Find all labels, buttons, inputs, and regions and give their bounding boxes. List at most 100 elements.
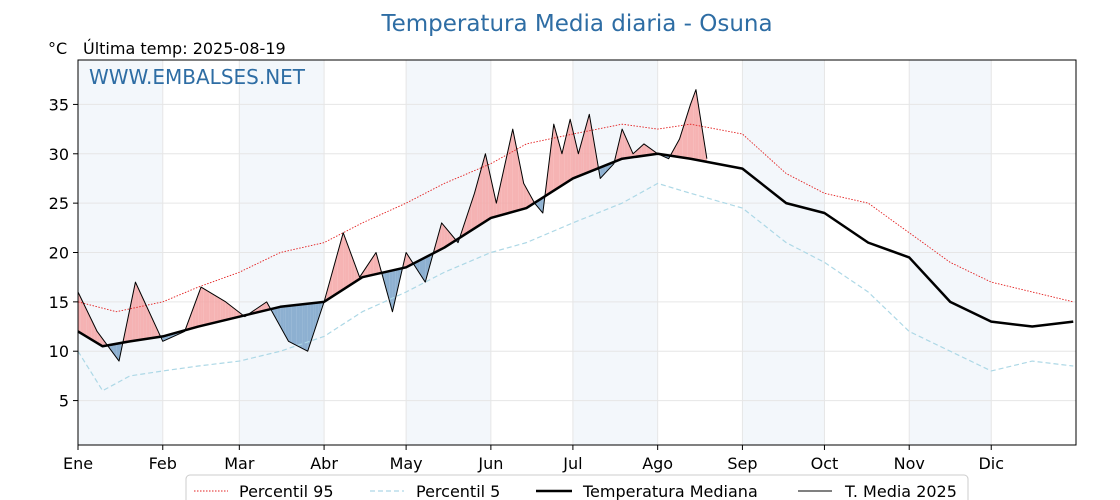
warm-anomaly-fill xyxy=(88,314,92,340)
warm-anomaly-fill xyxy=(477,173,480,227)
series-lines xyxy=(77,89,1074,392)
cold-anomaly-fill xyxy=(274,307,278,322)
warm-anomaly-fill xyxy=(592,130,595,171)
x-tick-label: Jun xyxy=(477,454,503,473)
warm-anomaly-fill xyxy=(466,209,469,234)
warm-anomaly-fill xyxy=(572,130,576,179)
y-tick-label: 15 xyxy=(49,293,69,312)
warm-anomaly-fill xyxy=(209,291,212,324)
warm-anomaly-fill xyxy=(690,97,694,160)
cold-anomaly-fill xyxy=(315,302,319,327)
warm-anomaly-fill xyxy=(674,143,677,157)
warm-anomaly-fill xyxy=(441,222,445,249)
cold-anomaly-fill xyxy=(422,257,426,283)
warm-anomaly-fill xyxy=(504,153,508,215)
cold-anomaly-fill xyxy=(291,305,295,345)
warm-anomaly-fill xyxy=(211,293,215,324)
legend-label-p95: Percentil 95 xyxy=(239,482,334,500)
warm-anomaly-fill xyxy=(518,156,521,211)
warm-anomaly-fill xyxy=(693,89,696,160)
cold-anomaly-fill xyxy=(427,254,431,273)
grid-lines xyxy=(77,60,1076,445)
warm-anomaly-fill xyxy=(222,300,226,321)
warm-anomaly-fill xyxy=(548,146,552,195)
warm-anomaly-fill xyxy=(682,121,686,158)
warm-anomaly-fill xyxy=(583,124,587,175)
x-tick-label: Abr xyxy=(310,454,338,473)
warm-anomaly-fill xyxy=(586,114,590,173)
x-tick-label: May xyxy=(390,454,423,473)
warm-anomaly-fill xyxy=(154,323,158,338)
warm-anomaly-fill xyxy=(195,294,199,328)
y-tick-label: 35 xyxy=(49,95,69,114)
cold-anomaly-fill xyxy=(116,343,120,362)
warm-anomaly-fill xyxy=(335,252,338,295)
cold-anomaly-fill xyxy=(285,305,289,342)
cold-anomaly-fill xyxy=(304,303,308,352)
cold-anomaly-fill xyxy=(294,304,297,346)
legend-box xyxy=(185,474,969,500)
warm-anomaly-fill xyxy=(512,129,516,212)
cold-anomaly-fill xyxy=(384,271,387,292)
warm-anomaly-fill xyxy=(190,309,193,329)
warm-anomaly-fill xyxy=(83,303,87,337)
cold-anomaly-fill xyxy=(318,302,322,319)
cold-anomaly-fill xyxy=(277,306,281,327)
warm-anomaly-fill xyxy=(695,89,699,161)
warm-anomaly-fill xyxy=(496,190,500,217)
warm-anomaly-fill xyxy=(326,282,330,301)
warm-anomaly-fill xyxy=(485,153,489,222)
warm-anomaly-fill xyxy=(493,190,497,218)
warm-anomaly-fill xyxy=(80,297,84,335)
warm-anomaly-fill xyxy=(507,141,511,214)
x-tick-label: Jul xyxy=(562,454,582,473)
warm-anomaly-fill xyxy=(228,303,232,320)
warm-anomaly-fill xyxy=(646,145,650,156)
cold-anomaly-fill xyxy=(540,197,543,214)
chart-title: Temperatura Media diaria - Osuna xyxy=(380,11,772,37)
warm-anomaly-fill xyxy=(203,288,207,326)
warm-anomaly-fill xyxy=(233,308,237,318)
cold-anomaly-fill xyxy=(299,304,303,349)
warm-anomaly-fill xyxy=(140,293,144,340)
cold-anomaly-fill xyxy=(310,303,314,343)
warm-anomaly-fill xyxy=(214,295,218,323)
cold-anomaly-fill xyxy=(280,306,284,332)
warm-anomaly-fill xyxy=(701,124,705,162)
warm-anomaly-fill xyxy=(102,338,106,347)
warm-anomaly-fill xyxy=(474,183,478,229)
warm-anomaly-fill xyxy=(343,232,346,290)
warm-anomaly-fill xyxy=(463,217,467,236)
warm-anomaly-fill xyxy=(619,129,623,160)
x-tick-label: Ene xyxy=(63,454,93,473)
warm-anomaly-fill xyxy=(206,290,210,325)
cold-anomaly-fill xyxy=(313,302,316,335)
warm-anomaly-fill xyxy=(198,287,202,327)
warm-anomaly-fill xyxy=(220,298,223,322)
warm-anomaly-fill xyxy=(340,232,344,292)
warm-anomaly-fill xyxy=(479,163,483,225)
warm-anomaly-fill xyxy=(641,143,644,157)
warm-anomaly-fill xyxy=(501,166,505,215)
cold-anomaly-fill xyxy=(110,344,114,354)
cold-anomaly-fill xyxy=(288,305,292,343)
warm-anomaly-fill xyxy=(329,272,333,299)
warm-anomaly-fill xyxy=(351,254,355,285)
x-tick-label: Ago xyxy=(642,454,673,473)
warm-anomaly-fill xyxy=(135,282,139,341)
warm-anomaly-fill xyxy=(263,301,267,311)
warm-anomaly-fill xyxy=(564,130,568,184)
warm-anomaly-fill xyxy=(447,229,450,246)
warm-anomaly-fill xyxy=(488,166,491,220)
warm-anomaly-fill xyxy=(354,262,357,283)
warm-anomaly-fill xyxy=(348,247,352,286)
warm-anomaly-fill xyxy=(149,311,152,339)
percentile-95-line xyxy=(77,123,1074,313)
legend-label-p5: Percentil 5 xyxy=(416,482,500,500)
current-year-line xyxy=(77,89,708,362)
warm-anomaly-fill xyxy=(559,143,562,188)
warm-anomaly-fill xyxy=(127,308,130,342)
warm-anomaly-fill xyxy=(687,104,691,159)
x-tick-label: Nov xyxy=(894,454,925,473)
